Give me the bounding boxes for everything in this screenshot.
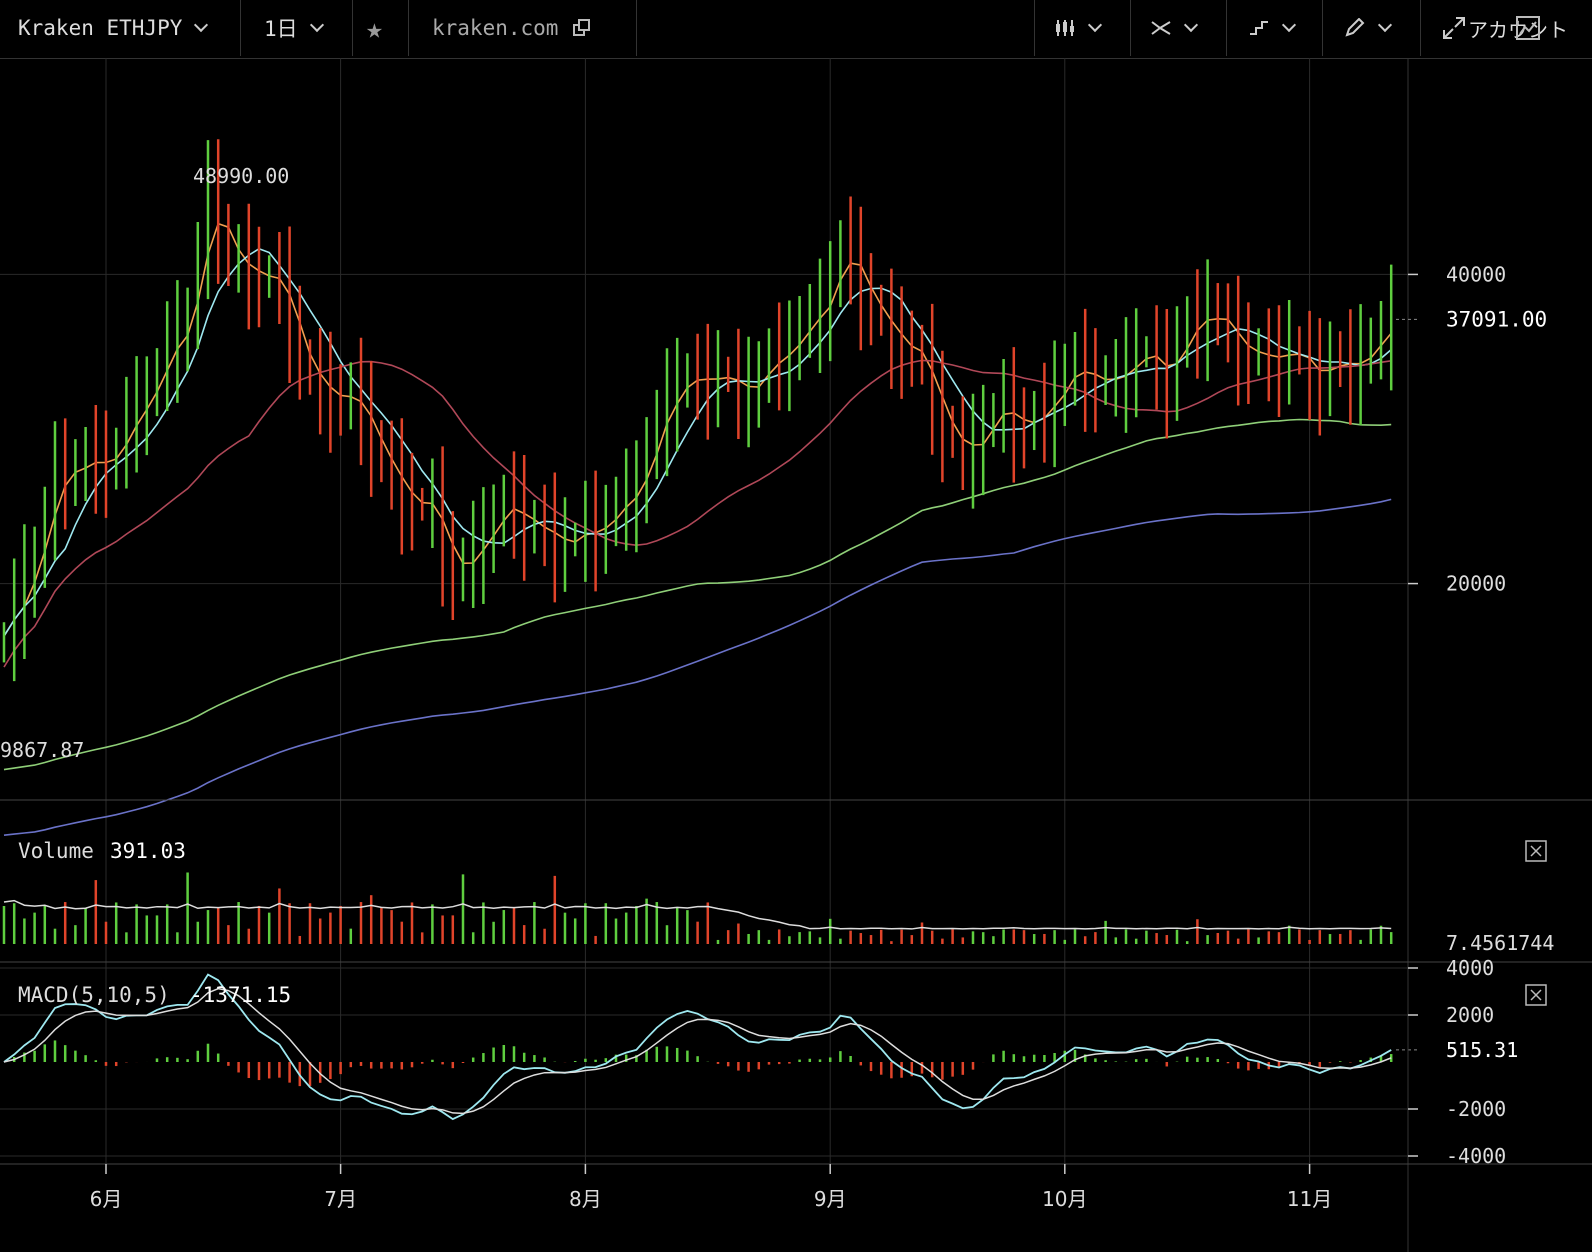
divider	[636, 0, 637, 56]
divider	[1226, 0, 1227, 56]
symbol-selector[interactable]: Kraken ETHJPY	[18, 0, 209, 56]
chart-area[interactable]: 40000 20000 6月 7月 8月 9月 10月 11月 48990.00 9867.…	[0, 58, 1592, 1252]
source-label: kraken.com	[432, 16, 559, 40]
macd-pane	[3, 973, 1418, 1121]
chevron-down-icon	[194, 17, 209, 33]
step-line-icon	[1250, 21, 1268, 35]
moving-average-line	[3, 247, 1392, 637]
candles-icon	[1056, 20, 1074, 36]
moving-average-line	[3, 222, 1392, 637]
macd-title: MACD(5,10,5)	[18, 983, 170, 1007]
volume-bars	[2, 872, 1393, 944]
moving-average-line	[3, 359, 1392, 668]
moving-average-line	[3, 498, 1392, 836]
date-tick-label: 11月	[1287, 1187, 1332, 1211]
date-tick-label: 10月	[1042, 1187, 1087, 1211]
interval-label: 1日	[264, 17, 298, 41]
chart-type-button[interactable]	[1054, 0, 1103, 56]
chart-settings-icon	[1516, 16, 1540, 40]
divider	[1322, 0, 1323, 56]
chevron-down-icon	[1183, 17, 1199, 33]
pencil-icon	[1345, 18, 1365, 37]
macd-tick-label: -2000	[1446, 1097, 1506, 1121]
macd-tick-label: 2000	[1446, 1003, 1494, 1027]
date-tick-label: 7月	[324, 1187, 357, 1211]
chevron-down-icon	[309, 17, 324, 33]
price-axis: 40000 20000 6月 7月 8月 9月 10月 11月	[0, 58, 1592, 1252]
popout-icon	[573, 19, 591, 36]
high-price-label: 48990.00	[193, 164, 289, 188]
interval-selector[interactable]: 1日	[264, 0, 324, 56]
chart-properties-button[interactable]	[1514, 0, 1542, 56]
divider	[408, 0, 409, 56]
star-icon[interactable]: ★	[366, 11, 383, 45]
chart-toolbar: Kraken ETHJPY 1日 ★ kraken.com	[0, 0, 1592, 59]
divider	[1034, 0, 1035, 56]
volume-title: Volume	[18, 839, 94, 863]
moving-averages	[3, 222, 1392, 836]
macd-line	[3, 973, 1392, 1121]
close-macd-pane[interactable]	[1525, 984, 1547, 1006]
divider	[1130, 0, 1131, 56]
macd-value: -1371.15	[190, 983, 291, 1007]
indicators-icon	[1151, 21, 1171, 35]
close-icon[interactable]	[1525, 840, 1547, 862]
source-link[interactable]: kraken.com	[432, 0, 592, 56]
drawing-tools-button[interactable]	[1344, 0, 1393, 56]
close-icon[interactable]	[1525, 984, 1547, 1006]
macd-tick-label: 515.31	[1446, 1038, 1518, 1062]
grid	[0, 58, 1408, 1164]
macd-tick-label: 4000	[1446, 956, 1494, 980]
compare-button[interactable]	[1248, 0, 1297, 56]
chevron-down-icon	[1087, 17, 1103, 33]
date-tick-label: 8月	[569, 1187, 602, 1211]
divider	[240, 0, 241, 56]
divider	[352, 0, 353, 56]
macd-signal-line	[3, 987, 1392, 1115]
fullscreen-button[interactable]	[1440, 0, 1468, 56]
low-price-label: 9867.87	[0, 738, 84, 762]
price-tick-label: 20000	[1446, 572, 1506, 596]
last-price-label: 37091.00	[1446, 307, 1547, 331]
close-volume-pane[interactable]	[1525, 840, 1547, 862]
macd-tick-label: -4000	[1446, 1144, 1506, 1168]
volume-value: 391.03	[110, 839, 186, 863]
price-candles	[2, 139, 1393, 682]
divider	[1420, 0, 1421, 56]
date-tick-label: 6月	[90, 1187, 123, 1211]
moving-average-line	[3, 418, 1392, 771]
chevron-down-icon	[1377, 17, 1393, 33]
indicators-button[interactable]	[1150, 0, 1199, 56]
volume-ma-line	[3, 899, 1392, 930]
date-tick-label: 9月	[814, 1187, 847, 1211]
chevron-down-icon	[1281, 17, 1297, 33]
price-tick-label: 40000	[1446, 262, 1506, 286]
expand-icon	[1443, 17, 1465, 39]
symbol-label: Kraken ETHJPY	[18, 16, 183, 40]
volume-axis-label: 7.4561744	[1446, 931, 1554, 955]
